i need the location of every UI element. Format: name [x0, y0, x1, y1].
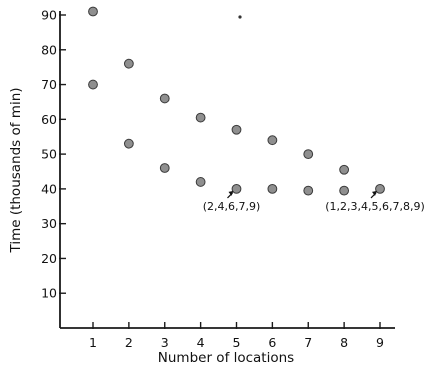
x-tick-label: 9 — [376, 335, 384, 350]
data-point-s2-6 — [267, 183, 278, 194]
data-point-s2-2 — [123, 138, 134, 149]
x-tick-label: 4 — [197, 335, 205, 350]
x-ticks: 1 2 3 4 5 6 7 8 9 — [89, 322, 384, 350]
y-tick-label: 70 — [41, 77, 57, 92]
x-axis-title: Number of locations — [158, 350, 294, 366]
data-point-s2-5 — [231, 183, 242, 194]
data-point-s1-1 — [88, 6, 98, 17]
x-tick-label: 6 — [268, 335, 276, 350]
data-point-s1-8 — [339, 164, 350, 175]
x-tick-label: 1 — [89, 335, 97, 350]
y-tick-label: 80 — [41, 42, 57, 57]
y-tick-label: 50 — [41, 147, 57, 162]
data-point-s1-3 — [159, 93, 170, 104]
y-tick-label: 10 — [41, 286, 57, 301]
y-tick-label: 20 — [41, 251, 57, 266]
data-point-s2-7 — [303, 185, 314, 196]
data-point-s1-2 — [123, 58, 134, 69]
axes — [59, 11, 395, 329]
data-point-s2-1 — [88, 79, 98, 90]
annotation-arrowhead — [228, 190, 234, 196]
y-tick-label: 40 — [41, 181, 57, 196]
y-tick-label: 90 — [41, 8, 57, 23]
y-ticks: 10 20 30 40 50 60 70 80 90 — [41, 8, 66, 301]
annotation-label: (2,4,6,7,9) — [203, 200, 261, 213]
data-point-s2-4 — [195, 177, 206, 187]
annotation-arrowhead — [372, 190, 377, 196]
data-point-s2-8 — [339, 185, 350, 196]
data-point-s2-3 — [159, 163, 170, 173]
y-axis-title: Time (thousands of min) — [8, 87, 24, 253]
data-point-s1-9 — [375, 183, 385, 194]
y-tick-label: 60 — [41, 112, 57, 127]
data-point-s1-5 — [231, 124, 242, 135]
x-tick-label: 3 — [161, 335, 169, 350]
x-tick-label: 8 — [340, 335, 348, 350]
x-tick-label: 7 — [304, 335, 312, 350]
x-tick-label: 2 — [125, 335, 133, 350]
data-point-s1-4 — [195, 112, 206, 123]
data-point-s1-6 — [267, 135, 278, 146]
stray-mark — [238, 15, 242, 19]
annotations: (2,4,6,7,9) (1,2,3,4,5,6,7,8,9) — [203, 190, 425, 213]
annotation-label: (1,2,3,4,5,6,7,8,9) — [325, 200, 425, 213]
y-tick-label: 30 — [41, 216, 57, 231]
data-point-s1-7 — [303, 149, 314, 160]
data-points — [88, 6, 385, 196]
x-tick-label: 5 — [233, 335, 241, 350]
